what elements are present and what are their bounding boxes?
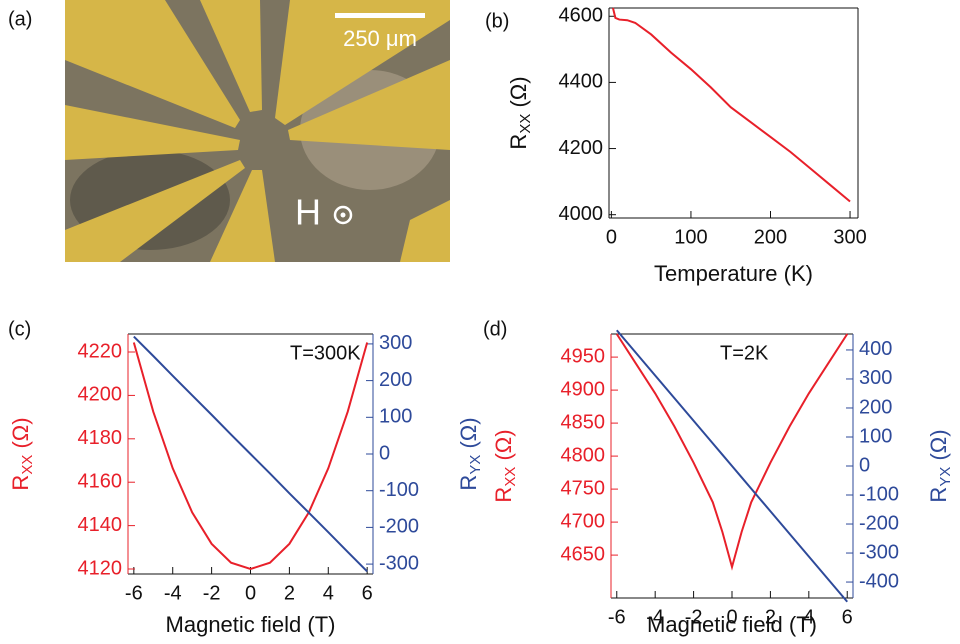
axis-label-part: YX	[937, 467, 954, 487]
annotation: T=2K	[720, 342, 769, 364]
axis-label-part: XX	[19, 455, 36, 475]
x-tick-label: 200	[754, 226, 787, 248]
y2-tick-label: 0	[379, 442, 390, 464]
axis-label-part: R	[491, 487, 516, 503]
axis-label-part: (Ω)	[491, 429, 516, 466]
panel-label: (b)	[485, 10, 509, 32]
field-label: H	[295, 192, 321, 233]
axis-label: RXX (Ω)	[491, 429, 519, 502]
x-tick-label: -2	[203, 582, 221, 604]
axis-label-part: (Ω)	[506, 76, 531, 113]
axis-label-part: R	[8, 475, 33, 491]
x-tick-label: -6	[608, 606, 626, 628]
scale-bar-label: 250 μm	[343, 26, 417, 51]
data-line	[617, 334, 847, 567]
y2-tick-label: 300	[859, 367, 892, 389]
y-tick-label: 4700	[561, 510, 606, 532]
scale-bar	[335, 13, 425, 18]
page: 250 μm H (a) 01002003004000420044004600T…	[0, 0, 960, 644]
y-tick-label: 4900	[561, 378, 606, 400]
y2-tick-label: 100	[379, 406, 412, 428]
panel-label: (d)	[483, 318, 507, 340]
y2-tick-label: -100	[379, 479, 419, 501]
y2-tick-label: 100	[859, 425, 892, 447]
y-tick-label: 4650	[561, 543, 606, 565]
axis-label-part: R	[456, 475, 481, 491]
axis-label-part: R	[926, 487, 951, 503]
axis-label-part: (Ω)	[456, 417, 481, 454]
panel-label: (c)	[8, 318, 31, 340]
panel-label: (a)	[8, 8, 32, 30]
axis-label: RXX (Ω)	[8, 417, 36, 490]
data-line	[617, 330, 847, 602]
y-tick-label: 4120	[78, 557, 123, 579]
x-tick-label: -4	[164, 582, 182, 604]
x-tick-label: 300	[833, 226, 866, 248]
x-axis-label: Magnetic field (T)	[647, 612, 817, 637]
axis-label: RXX (Ω)	[506, 76, 534, 149]
y2-tick-label: 300	[379, 332, 412, 354]
y2-tick-label: -200	[859, 512, 899, 534]
axis-label-part: R	[506, 134, 531, 150]
axis-label-part: XX	[517, 114, 534, 134]
x-axis-label: Magnetic field (T)	[166, 612, 336, 637]
y-tick-label: 4180	[78, 427, 123, 449]
y-tick-label: 4200	[78, 384, 123, 406]
x-axis-label: Temperature (K)	[654, 261, 813, 286]
y-tick-label: 4220	[78, 340, 123, 362]
x-tick-label: -6	[125, 582, 143, 604]
axis-label-part: YX	[467, 455, 484, 475]
axis-label: RYX (Ω)	[456, 417, 484, 490]
axis-label-part: (Ω)	[926, 429, 951, 466]
figure: 250 μm H (a) 01002003004000420044004600T…	[0, 0, 960, 644]
y-tick-label: 4400	[559, 71, 604, 93]
y2-tick-label: -200	[379, 516, 419, 538]
y-tick-label: 4200	[559, 137, 604, 159]
x-tick-label: 100	[674, 226, 707, 248]
y-tick-label: 4850	[561, 411, 606, 433]
x-tick-label: 6	[362, 582, 373, 604]
axis-label-part: XX	[502, 467, 519, 487]
photo: 250 μm H	[65, 0, 450, 262]
x-tick-label: 2	[284, 582, 295, 604]
x-tick-label: 4	[323, 582, 334, 604]
y2-tick-label: -100	[859, 483, 899, 505]
y2-tick-label: 400	[859, 338, 892, 360]
axis-label-part: (Ω)	[8, 417, 33, 454]
axis-label: RYX (Ω)	[926, 429, 954, 502]
field-symbol	[341, 213, 346, 218]
y2-tick-label: -300	[859, 541, 899, 563]
annotation: T=300K	[290, 342, 361, 364]
y2-tick-label: -400	[859, 570, 899, 592]
y-tick-label: 4950	[561, 345, 606, 367]
x-tick-label: 6	[842, 606, 853, 628]
y2-tick-label: 0	[859, 454, 870, 476]
x-tick-label: 0	[245, 582, 256, 604]
y-tick-label: 4160	[78, 470, 123, 492]
y2-tick-label: 200	[859, 396, 892, 418]
y-tick-label: 4000	[559, 203, 604, 225]
y-tick-label: 4800	[561, 444, 606, 466]
y2-tick-label: -300	[379, 552, 419, 574]
x-tick-label: 0	[606, 226, 617, 248]
y-tick-label: 4140	[78, 514, 123, 536]
data-line	[613, 8, 850, 201]
y2-tick-label: 200	[379, 369, 412, 391]
y-tick-label: 4600	[559, 5, 604, 27]
y-tick-label: 4750	[561, 477, 606, 499]
